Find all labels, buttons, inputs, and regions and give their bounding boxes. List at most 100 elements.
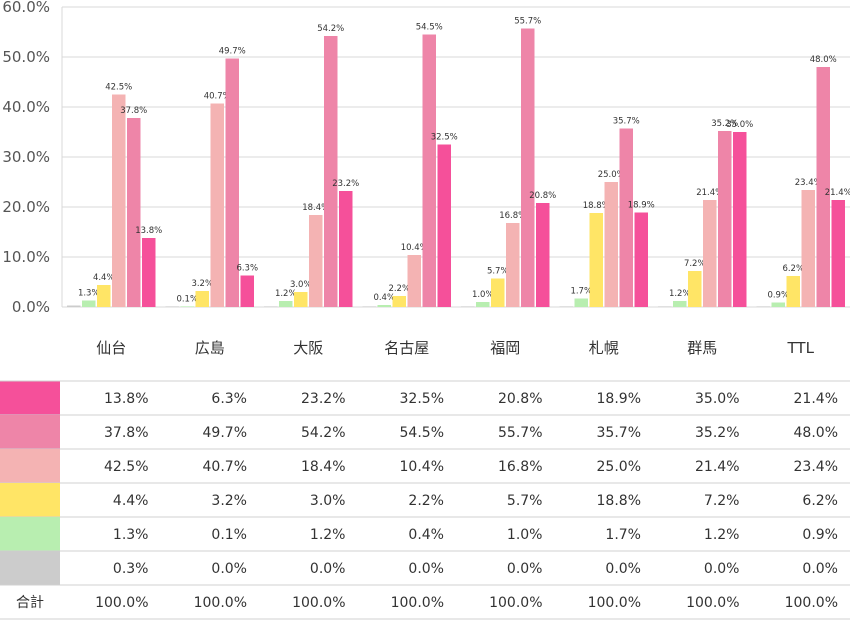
bar: [604, 182, 618, 307]
bar: [339, 191, 353, 307]
table-row-swatch: [0, 551, 60, 585]
y-tick-label: 60.0%: [2, 0, 50, 16]
bar: [195, 291, 209, 307]
bar: [461, 306, 475, 307]
bar: [786, 276, 800, 307]
y-tick-label: 50.0%: [2, 48, 50, 66]
bar: [634, 212, 648, 307]
table-cell: 100.0%: [292, 595, 345, 611]
table-cell: 0.0%: [310, 561, 346, 577]
table-cell: 1.3%: [113, 527, 149, 543]
data-label: 21.4%: [696, 188, 723, 198]
table-cell: 10.4%: [400, 459, 444, 475]
y-tick-label: 10.0%: [2, 248, 50, 266]
bar: [112, 94, 126, 307]
table-cell: 13.8%: [104, 391, 148, 407]
table-cell: 100.0%: [95, 595, 148, 611]
table-cell: 16.8%: [498, 459, 542, 475]
bar: [82, 300, 96, 307]
data-label: 13.8%: [135, 226, 162, 236]
category-label: TTL: [787, 339, 815, 357]
data-label: 3.0%: [290, 280, 312, 290]
bar: [491, 278, 505, 307]
table-row-swatch: [0, 449, 60, 483]
table-cell: 100.0%: [588, 595, 641, 611]
data-label: 1.0%: [472, 290, 494, 300]
table-cell: 100.0%: [686, 595, 739, 611]
table-cell: 1.2%: [310, 527, 346, 543]
data-label: 5.7%: [487, 267, 509, 277]
table-row-swatch: [0, 415, 60, 449]
y-tick-label: 30.0%: [2, 148, 50, 166]
table-cell: 32.5%: [400, 391, 444, 407]
table-cell: 18.8%: [597, 493, 641, 509]
table-row-swatch: [0, 483, 60, 517]
table-cell: 1.2%: [704, 527, 740, 543]
bar: [142, 238, 156, 307]
data-label: 18.8%: [583, 201, 610, 211]
data-label: 37.8%: [120, 106, 147, 116]
bar: [437, 144, 451, 307]
table-cell: 18.9%: [597, 391, 641, 407]
table-cell: 5.7%: [507, 493, 543, 509]
table-cell: 0.4%: [408, 527, 444, 543]
table-cell: 1.0%: [507, 527, 543, 543]
bar: [733, 132, 747, 307]
data-label: 35.7%: [613, 117, 640, 127]
data-label: 6.2%: [782, 264, 804, 274]
bar: [816, 67, 830, 307]
table-cell: 6.2%: [802, 493, 838, 509]
table-cell: 6.3%: [211, 391, 247, 407]
table-cell: 4.4%: [113, 493, 149, 509]
table-cell: 54.2%: [301, 425, 345, 441]
data-label: 0.1%: [176, 294, 198, 304]
bar: [180, 306, 194, 307]
data-label: 23.2%: [332, 179, 359, 189]
table-cell: 3.0%: [310, 493, 346, 509]
data-label: 25.0%: [598, 170, 625, 180]
bar: [574, 298, 588, 307]
bar: [756, 306, 770, 307]
table-cell: 18.4%: [301, 459, 345, 475]
bar: [521, 28, 535, 307]
data-label: 3.2%: [191, 279, 213, 289]
category-label: 大阪: [293, 339, 323, 357]
table-cell: 0.0%: [408, 561, 444, 577]
bar: [718, 131, 732, 307]
bar: [97, 285, 111, 307]
table-row-label: 合計: [16, 595, 44, 611]
bar: [264, 306, 278, 307]
table-cell: 2.2%: [408, 493, 444, 509]
table-row-swatch: [0, 381, 60, 415]
bar: [240, 275, 254, 307]
y-tick-label: 40.0%: [2, 98, 50, 116]
data-label: 1.2%: [669, 289, 691, 299]
data-label: 1.2%: [275, 289, 297, 299]
bar: [165, 306, 179, 307]
table-cell: 0.0%: [507, 561, 543, 577]
bar: [210, 103, 224, 307]
table-cell: 0.0%: [802, 561, 838, 577]
table-row-swatch: [0, 517, 60, 551]
table-cell: 35.2%: [695, 425, 739, 441]
table-cell: 20.8%: [498, 391, 542, 407]
table-cell: 7.2%: [704, 493, 740, 509]
table-cell: 0.9%: [802, 527, 838, 543]
bar: [127, 118, 141, 307]
table-cell: 35.7%: [597, 425, 641, 441]
data-label: 21.4%: [825, 188, 850, 198]
table-cell: 55.7%: [498, 425, 542, 441]
table-cell: 25.0%: [597, 459, 641, 475]
table-cell: 0.0%: [704, 561, 740, 577]
bar: [422, 34, 436, 307]
bar: [589, 213, 603, 307]
table-cell: 0.0%: [605, 561, 641, 577]
y-tick-label: 0.0%: [12, 298, 50, 316]
bar: [536, 203, 550, 307]
table-cell: 100.0%: [194, 595, 247, 611]
table-cell: 21.4%: [695, 459, 739, 475]
category-label: 札幌: [589, 339, 619, 357]
table-cell: 23.2%: [301, 391, 345, 407]
data-label: 35.2%: [711, 119, 738, 129]
table-cell: 0.1%: [211, 527, 247, 543]
